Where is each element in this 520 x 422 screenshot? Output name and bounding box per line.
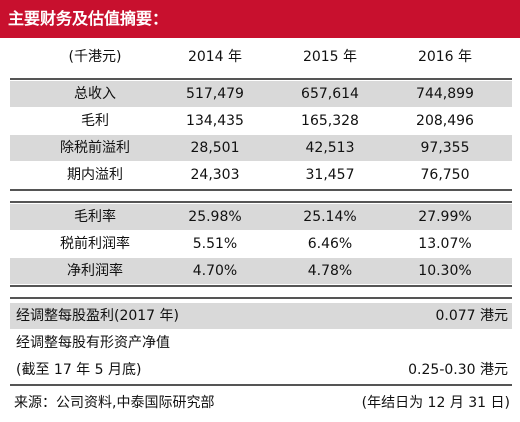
table-cell: 毛利率 <box>74 209 116 225</box>
rule-line <box>10 201 512 203</box>
table-row: 毛利 134,435 165,328 208,496 <box>10 108 512 134</box>
table-cell: 除税前溢利 <box>60 140 130 156</box>
table-cell: 28,501 <box>190 140 240 156</box>
rule-line <box>10 285 512 287</box>
valuation-label: 经调整每股盈利(2017 年) <box>16 308 180 324</box>
valuation-value: 0.25-0.30 港元 <box>408 362 508 378</box>
header-cell: 2016 年 <box>417 49 473 65</box>
header-cell: 2015 年 <box>302 49 358 65</box>
table-cell: 净利润率 <box>67 263 123 279</box>
valuation-row: 经调整每股盈利(2017 年) 0.077 港元 <box>10 303 512 329</box>
valuation-row: 经调整每股有形资产净值 <box>10 330 512 356</box>
title-bar: 主要财务及估值摘要： <box>0 0 520 38</box>
header-cell: (千港元) <box>68 49 122 65</box>
rule-line <box>10 189 512 191</box>
table-cell: 4.70% <box>192 263 238 279</box>
table-cell: 10.30% <box>418 263 472 279</box>
valuation-row: (截至 17 年 5 月底) 0.25-0.30 港元 <box>10 357 512 383</box>
table-cell: 毛利 <box>81 113 109 129</box>
table-cell: 25.98% <box>188 209 242 225</box>
table-row: 期内溢利 24,303 31,457 76,750 <box>10 162 512 188</box>
table-cell: 税前利润率 <box>60 236 130 252</box>
table-row: 净利润率 4.70% 4.78% 10.30% <box>10 258 512 284</box>
rule-line <box>10 384 512 386</box>
table-cell: 76,750 <box>420 167 470 183</box>
valuation-label: 经调整每股有形资产净值 <box>16 335 170 351</box>
table-cell: 总收入 <box>74 86 116 102</box>
table-row: 毛利率 25.98% 25.14% 27.99% <box>10 204 512 230</box>
valuation-label: (截至 17 年 5 月底) <box>16 362 142 378</box>
table-cell: 208,496 <box>416 113 474 129</box>
table-row: 税前利润率 5.51% 6.46% 13.07% <box>10 231 512 257</box>
table-row: 除税前溢利 28,501 42,513 97,355 <box>10 135 512 161</box>
valuation-value: 0.077 港元 <box>435 308 508 324</box>
table-cell: 517,479 <box>186 86 244 102</box>
footer-note: (年结日为 12 月 31 日) <box>361 395 510 411</box>
header-cell: 2014 年 <box>187 49 243 65</box>
table-cell: 27.99% <box>418 209 472 225</box>
table-cell: 31,457 <box>305 167 355 183</box>
table-cell: 13.07% <box>418 236 472 252</box>
table-cell: 5.51% <box>192 236 238 252</box>
table-cell: 24,303 <box>190 167 240 183</box>
header-row: (千港元) 2014 年 2015 年 2016 年 <box>10 44 512 70</box>
table-cell: 744,899 <box>416 86 474 102</box>
table-cell: 165,328 <box>301 113 359 129</box>
rule-line <box>10 78 512 80</box>
table-cell: 134,435 <box>186 113 244 129</box>
table-cell: 42,513 <box>305 140 355 156</box>
footer-source: 来源：公司资料,中泰国际研究部 <box>14 395 215 411</box>
table-row: 总收入 517,479 657,614 744,899 <box>10 81 512 107</box>
table-cell: 6.46% <box>307 236 353 252</box>
table-cell: 657,614 <box>301 86 359 102</box>
table-cell: 期内溢利 <box>67 167 123 183</box>
table-cell: 25.14% <box>303 209 357 225</box>
rule-line <box>10 297 512 299</box>
table-cell: 4.78% <box>307 263 353 279</box>
table-cell: 97,355 <box>420 140 470 156</box>
